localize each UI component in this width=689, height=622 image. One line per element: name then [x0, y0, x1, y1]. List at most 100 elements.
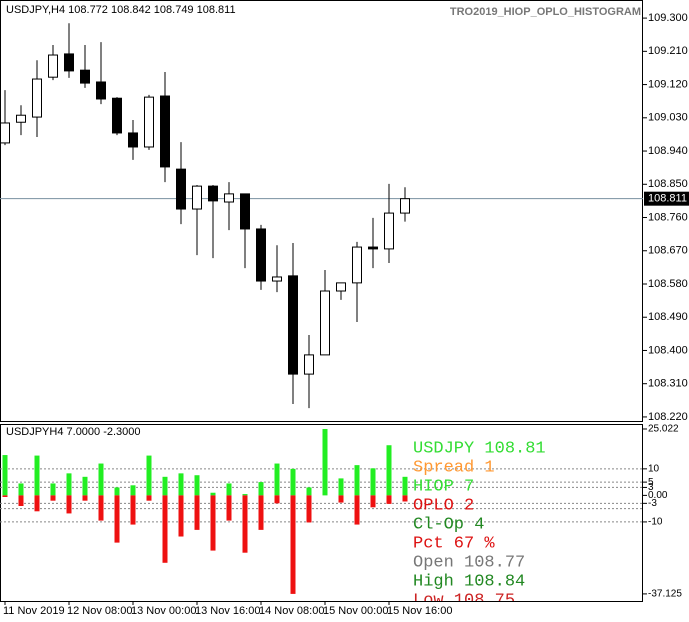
current-price-box	[644, 191, 689, 206]
histogram-bar	[162, 495, 168, 563]
histogram-bar	[274, 463, 280, 496]
histogram-bar	[194, 475, 200, 496]
y-tick-label: -3	[648, 498, 657, 509]
y-tick-label: 108.310	[648, 378, 688, 390]
y-tick-label: 10	[648, 463, 660, 474]
histogram-bar	[130, 495, 136, 525]
histogram-bar	[146, 495, 152, 501]
y-tick-label: 109.210	[648, 45, 688, 57]
y-tick-label: 109.300	[648, 12, 688, 24]
histogram-bar	[98, 495, 104, 521]
candle-body	[112, 97, 122, 134]
histogram-bar	[306, 487, 312, 496]
histogram-bar	[226, 495, 232, 521]
histogram-bar	[18, 495, 24, 506]
candle-body	[64, 53, 74, 72]
info-text: USDJPY 108.81	[413, 439, 546, 458]
histogram-bar	[210, 495, 216, 551]
candle-body	[384, 212, 394, 250]
candle-body	[160, 95, 170, 168]
info-text: Spread 1	[413, 458, 495, 477]
histogram-bar	[258, 495, 264, 530]
histogram-bar	[146, 455, 152, 496]
info-text: Open 108.77	[413, 553, 525, 572]
current-price-label: 108.811	[648, 193, 687, 205]
candle-body	[240, 193, 250, 230]
histogram-bar	[354, 495, 360, 525]
candle-body	[48, 54, 58, 78]
candle-body	[320, 290, 330, 356]
histogram-bar	[114, 495, 120, 543]
histogram-bar	[402, 495, 408, 502]
histogram-bar	[114, 487, 120, 496]
y-tick-label: 3	[648, 482, 654, 493]
x-tick-label: 12 Nov 08:00	[67, 605, 132, 617]
x-tick-label: 13 Nov 16:00	[195, 605, 260, 617]
candle-body	[80, 69, 90, 84]
histogram-bar	[258, 482, 264, 496]
x-tick-label: 15 Nov 16:00	[387, 605, 452, 617]
histogram-bar	[386, 445, 392, 496]
histogram-bar	[50, 483, 56, 496]
histogram-bar	[370, 495, 376, 508]
y-tick-label: 108.490	[648, 311, 688, 323]
y-tick-label: 108.400	[648, 344, 688, 356]
y-tick-label: 25.022	[648, 424, 679, 435]
histogram-bar	[242, 494, 248, 496]
histogram-bar	[178, 495, 184, 537]
y-tick-label: 108.220	[648, 411, 688, 423]
histogram-bar	[82, 476, 88, 496]
y-tick-label: 109.030	[648, 112, 688, 124]
candle-body	[96, 81, 106, 100]
histogram-bar	[354, 465, 360, 496]
histogram-bar	[370, 468, 376, 496]
histogram-bar	[50, 495, 56, 501]
main-frame	[0, 0, 643, 422]
candle-body	[336, 282, 346, 292]
candle-body	[32, 78, 42, 118]
candle-body	[208, 185, 218, 202]
candle-body	[0, 122, 10, 144]
histogram-bar	[306, 495, 312, 523]
candle-body	[16, 114, 26, 123]
histogram-bar	[66, 473, 72, 496]
histogram-bar	[290, 495, 296, 594]
histogram-bar	[162, 476, 168, 496]
y-tick-label: 5	[648, 477, 654, 488]
y-tick-label: 0.00	[648, 490, 668, 501]
x-tick-label: 14 Nov 08:00	[259, 605, 324, 617]
indicator-name: TRO2019_HIOP_OPLO_HISTOGRAM	[450, 6, 641, 18]
candle-body	[192, 185, 202, 210]
y-tick-label: 108.850	[648, 178, 688, 190]
histogram-bar	[274, 495, 280, 504]
histogram-bar	[2, 455, 8, 496]
y-tick-label: 108.580	[648, 278, 688, 290]
info-text: Low 108.75	[413, 591, 515, 610]
x-tick-label: 15 Nov 00:00	[323, 605, 388, 617]
y-tick-label: 108.670	[648, 245, 688, 257]
histogram-bar	[2, 495, 8, 497]
y-tick-label: -37.125	[648, 589, 682, 600]
histogram-bar	[210, 492, 216, 496]
candle-body	[176, 168, 186, 210]
x-tick-label: 13 Nov 00:00	[131, 605, 196, 617]
histogram-bar	[130, 485, 136, 496]
candle-body	[128, 132, 138, 148]
x-tick-label: 11 Nov 2019	[3, 605, 65, 617]
histogram-bar	[402, 476, 408, 496]
histogram-bar	[66, 495, 72, 514]
candle-body	[352, 246, 362, 284]
candle-body	[304, 354, 314, 375]
histogram-bar	[98, 463, 104, 496]
candle-body	[144, 96, 154, 148]
histogram-bar	[322, 428, 328, 496]
candle-body	[224, 193, 234, 203]
sub-title: USDJPYH4 7.0000 -2.3000	[6, 426, 141, 438]
y-tick-label: 109.120	[648, 78, 688, 90]
histogram-bar	[290, 468, 296, 496]
info-text: Pct 67 %	[413, 534, 495, 553]
histogram-bar	[242, 495, 248, 553]
histogram-bar	[34, 455, 40, 496]
